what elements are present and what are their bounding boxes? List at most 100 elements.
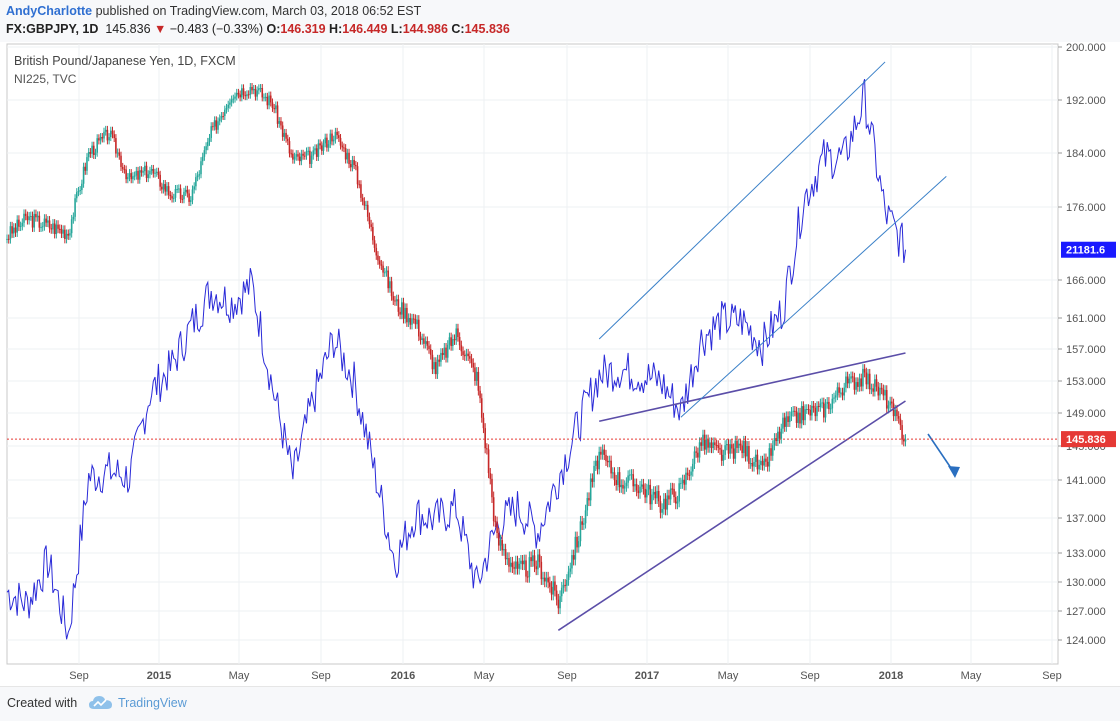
candle-body: [654, 491, 657, 499]
candle-body: [96, 138, 98, 153]
candle-body: [254, 88, 257, 97]
nikkei-label-badge: [1061, 241, 1116, 258]
candle-body: [429, 348, 432, 355]
candle-body: [686, 472, 689, 475]
candle-body: [416, 319, 418, 325]
x-tick-label: Sep: [311, 670, 331, 682]
candle-body: [152, 168, 155, 174]
candle-body: [802, 406, 805, 421]
candle-body: [824, 403, 827, 418]
candle-body: [542, 577, 544, 580]
candle-body: [550, 586, 553, 595]
candle-body: [295, 154, 298, 157]
y-tick-label: 166.000: [1066, 275, 1106, 287]
candle-body: [857, 382, 859, 387]
candle-body: [138, 170, 141, 180]
candle-body: [312, 150, 315, 156]
candle-body: [671, 488, 674, 490]
candle-body: [615, 480, 617, 485]
candle-body: [123, 168, 126, 170]
candle-body: [477, 371, 480, 391]
candle-body: [530, 557, 532, 562]
candle-body: [787, 416, 789, 423]
candle-body: [904, 439, 907, 442]
candle-body: [341, 145, 344, 148]
candle-body: [164, 184, 167, 192]
candle-body: [829, 408, 832, 410]
candle-body: [283, 132, 286, 137]
candle-body: [564, 584, 566, 586]
candle-body: [838, 387, 840, 393]
candle-body: [603, 449, 606, 455]
candle-body: [777, 431, 779, 442]
candle-body: [562, 584, 565, 588]
candle-body: [794, 410, 796, 412]
author-link[interactable]: AndyCharlotte: [6, 4, 93, 18]
candle-body: [851, 376, 854, 378]
candle-body: [86, 157, 88, 171]
candle-body: [370, 224, 372, 227]
candle-body: [685, 472, 687, 485]
candle-body: [828, 401, 830, 410]
candle-body: [64, 229, 66, 239]
open-value: 146.319: [280, 22, 326, 36]
x-tick-label: Sep: [800, 670, 820, 682]
candle-body: [899, 418, 902, 426]
candle-body: [317, 143, 320, 157]
candle-body: [38, 215, 41, 228]
x-tick-label: May: [961, 670, 982, 682]
candle-body: [673, 488, 675, 498]
candle-body: [492, 497, 495, 522]
candle-body: [545, 577, 548, 582]
candle-body: [720, 449, 723, 461]
y-tick-label: 130.000: [1066, 577, 1106, 589]
candle-body: [719, 447, 721, 450]
candle-body: [848, 378, 851, 384]
candle-body: [438, 359, 441, 362]
candle-body: [113, 134, 116, 139]
candle-body: [203, 150, 206, 157]
candle-body: [436, 359, 439, 375]
candle-body: [785, 416, 788, 427]
candle-body: [62, 229, 64, 234]
candle-body: [809, 409, 811, 416]
candle-body: [110, 130, 112, 138]
candle-body: [467, 353, 469, 357]
candle-body: [497, 532, 500, 546]
candle-body: [157, 171, 160, 175]
y-tick-label: 149.000: [1066, 408, 1106, 420]
candle-body: [144, 165, 146, 172]
candle-body: [409, 317, 412, 325]
candle-body: [237, 92, 240, 95]
candle-body: [292, 153, 294, 160]
candle-body: [149, 170, 151, 175]
candle-body: [525, 560, 527, 577]
candle-body: [446, 344, 449, 358]
candle-body: [411, 318, 413, 325]
candle-body: [58, 228, 61, 230]
candle-body: [366, 204, 369, 217]
candle-body: [739, 443, 742, 446]
candle-body: [780, 428, 783, 439]
candle-body: [598, 451, 600, 470]
candle-body: [297, 154, 299, 157]
candle-body: [31, 215, 34, 228]
price-chart[interactable]: 200.000 192.000 184.000 176.000 166.000 161.0…: [0, 42, 1120, 686]
tradingview-cloud-icon[interactable]: [88, 694, 114, 712]
candle-body: [520, 560, 522, 564]
candle-body: [816, 406, 818, 417]
candle-body: [412, 318, 415, 320]
candle-body: [339, 137, 342, 146]
candle-body: [285, 132, 287, 139]
candle-body: [324, 137, 327, 144]
candle-body: [714, 442, 716, 445]
candle-body: [84, 166, 87, 171]
candle-body: [242, 88, 245, 96]
candle-body: [526, 576, 529, 578]
candle-body: [508, 558, 510, 567]
candle-body: [98, 138, 100, 141]
candle-body: [669, 488, 672, 500]
tradingview-brand-link[interactable]: TradingView: [118, 696, 187, 710]
candle-body: [334, 131, 337, 140]
candle-body: [617, 472, 619, 485]
